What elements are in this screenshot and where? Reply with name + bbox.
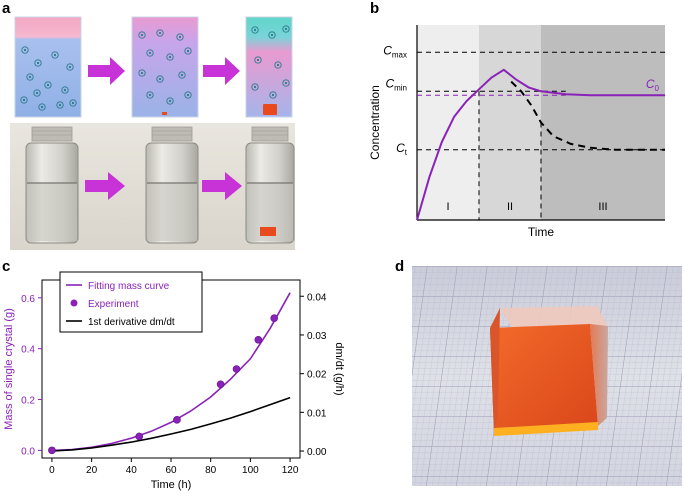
arrow-icon <box>88 57 125 85</box>
x-tick-label: 60 <box>165 465 177 476</box>
panel-b: Cmax Cmin Ct C0 I II III Time Concentrat… <box>365 15 680 245</box>
legend-fit-label: Fitting mass curve <box>88 281 170 292</box>
panel-a-illustration <box>10 16 295 250</box>
y2-tick-label: 0.04 <box>307 292 327 303</box>
experiment-point <box>270 314 279 322</box>
derivative-curve <box>51 396 291 452</box>
panel-label-c: c <box>2 258 11 275</box>
y-tick-label: 0.0 <box>21 446 35 457</box>
y2-tick-label: 0.03 <box>307 331 327 342</box>
x-tick-label: 100 <box>242 465 259 476</box>
x-tick-label: 40 <box>126 465 138 476</box>
x-axis-label: Time <box>528 225 555 239</box>
y2-tick-label: 0.00 <box>307 447 327 458</box>
experiment-point <box>173 416 181 424</box>
panel-label-b: b <box>370 0 380 17</box>
x-tick-label: 120 <box>282 465 299 476</box>
vial-2 <box>145 126 199 244</box>
region-2-background <box>479 25 541 220</box>
mass-chart: 0 20 40 60 80 100 120 0.00.20.40.6 0.000.010.0… <box>3 271 345 491</box>
y-tick-label: 0.6 <box>21 294 35 305</box>
region-label-I: I <box>446 201 449 213</box>
vial-1 <box>25 126 79 244</box>
vial-3 <box>245 126 295 244</box>
experiment-point <box>216 380 225 389</box>
legend-experiment-label: Experiment <box>88 299 139 310</box>
y2-ticks: 0.00 0.01 0.02 0.03 0.04 <box>300 292 327 458</box>
panel-a <box>10 15 295 250</box>
growth-curve <box>510 80 665 151</box>
x-tick-label: 20 <box>86 465 98 476</box>
panel-label-d: d <box>395 258 405 275</box>
region-3-background <box>541 25 665 220</box>
x-tick-label: 80 <box>205 465 217 476</box>
y2-tick-label: 0.02 <box>307 370 327 381</box>
experiment-point <box>232 365 241 373</box>
beaker-crystal <box>245 16 293 118</box>
experiment-point <box>48 446 56 455</box>
region-label-II: II <box>507 201 513 213</box>
panel-label-a: a <box>2 0 11 17</box>
ct-label: Ct <box>396 141 408 157</box>
concentration-chart: Cmax Cmin Ct C0 I II III Time Concentrat… <box>368 25 665 239</box>
legend-derivative-label: 1st derivative dm/dt <box>88 317 175 328</box>
legend: Fitting mass curve Experiment 1st deriva… <box>59 271 203 333</box>
y2-axis-label: dm/dt (g/h) <box>333 342 345 395</box>
y-tick-label: 0.4 <box>21 345 35 356</box>
experiment-point <box>254 335 263 344</box>
beaker-nucleating <box>131 16 199 118</box>
experiment-point <box>135 432 144 441</box>
y-ticks: 0.0 0.2 0.4 0.6 <box>21 294 42 457</box>
arrow-icon <box>85 172 125 200</box>
y-axis-label: Mass of single crystal (g) <box>3 308 15 430</box>
panel-c: 0 20 40 60 80 100 120 0.0 0.2 0.4 0.6 0.00 0.01 0.0… <box>0 258 345 494</box>
region-label-III: III <box>598 201 607 213</box>
beaker-undersaturated <box>14 16 82 118</box>
y-axis-label: Concentration <box>368 85 382 160</box>
x-ticks: 0 20 40 60 80 100 120 <box>49 458 299 476</box>
x-axis-label: Time (h) <box>151 479 192 491</box>
arrow-icon <box>203 57 240 85</box>
perovskite-crystal <box>490 306 608 436</box>
vials-photo <box>10 123 295 250</box>
panel-d <box>412 266 682 486</box>
legend-experiment-swatch <box>70 299 78 307</box>
concentration-curve <box>416 68 665 221</box>
experiment-points <box>48 314 279 455</box>
arrow-icon <box>202 172 242 200</box>
y-tick-label: 0.2 <box>21 396 35 407</box>
crystal-photo <box>412 266 682 486</box>
y2-tick-label: 0.01 <box>307 408 327 419</box>
cmin-label: Cmin <box>385 76 407 92</box>
c0-label: C0 <box>646 77 660 93</box>
x-tick-label: 0 <box>49 465 55 476</box>
cmax-label: Cmax <box>383 43 407 59</box>
